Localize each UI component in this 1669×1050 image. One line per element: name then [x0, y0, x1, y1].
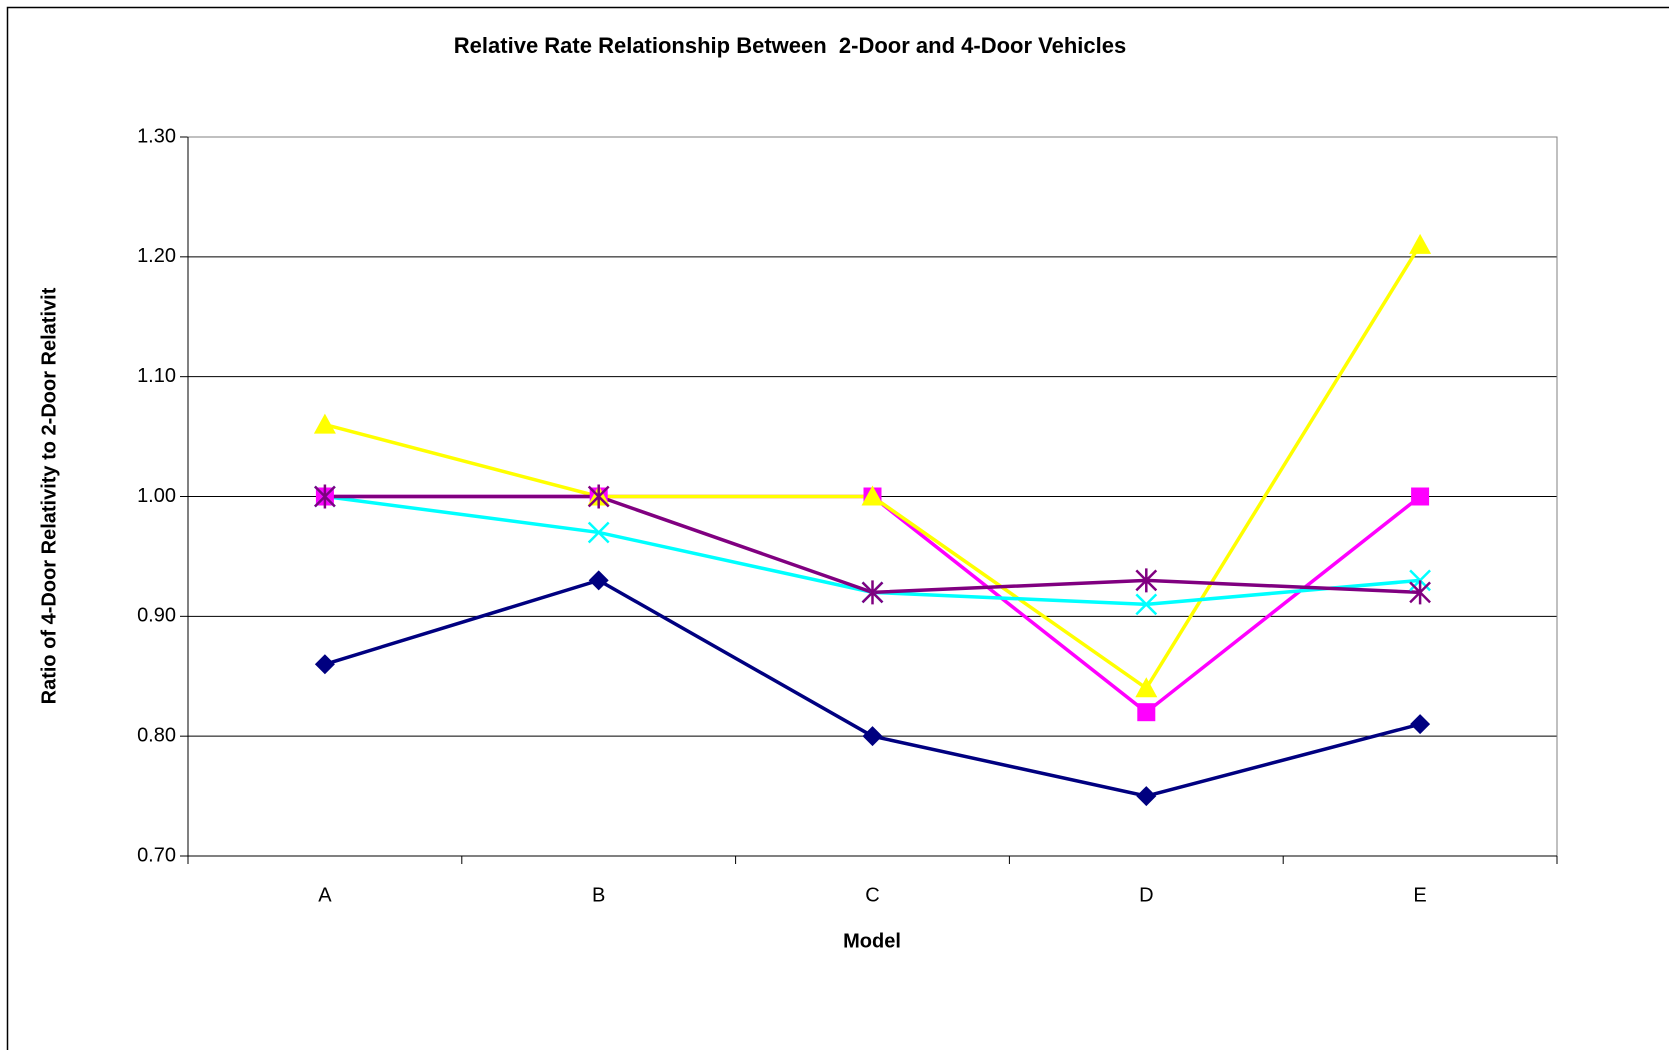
x-tick-label: B — [592, 884, 605, 906]
star-marker — [314, 484, 336, 509]
x-tick-label: D — [1139, 884, 1153, 906]
x-tick-label: E — [1413, 884, 1426, 906]
x-axis-label: Model — [843, 930, 901, 952]
y-tick-label: 1.30 — [137, 125, 176, 147]
diamond-marker — [314, 654, 335, 675]
y-tick-label: 1.20 — [137, 245, 176, 267]
y-tick-label: 0.70 — [137, 844, 176, 866]
triangle-marker — [1135, 677, 1158, 698]
chart-title: Relative Rate Relationship Between 2-Doo… — [454, 33, 1126, 58]
triangle-marker — [313, 413, 336, 434]
y-tick-label: 1.00 — [137, 485, 176, 507]
triangle-marker — [861, 485, 884, 506]
square-marker — [1411, 487, 1430, 506]
diamond-marker — [1136, 786, 1157, 807]
diamond-marker — [1410, 714, 1431, 735]
diamond-marker — [862, 726, 883, 747]
x-marker — [1135, 593, 1158, 616]
y-tick-label: 0.80 — [137, 724, 176, 746]
x-tick-label: A — [318, 884, 332, 906]
star-marker — [861, 580, 884, 605]
star-marker — [1409, 580, 1431, 605]
y-tick-label: 1.10 — [137, 365, 176, 387]
star-marker — [587, 484, 610, 509]
triangle-marker — [1409, 233, 1432, 254]
y-tick-label: 0.90 — [137, 605, 176, 627]
diamond-marker — [588, 570, 609, 591]
star-marker — [1135, 568, 1158, 593]
square-marker — [1137, 703, 1156, 722]
y-axis-label: Ratio of 4-Door Relativity to 2-Door Rel… — [38, 287, 60, 704]
x-marker — [587, 521, 610, 544]
x-tick-label: C — [865, 884, 879, 906]
